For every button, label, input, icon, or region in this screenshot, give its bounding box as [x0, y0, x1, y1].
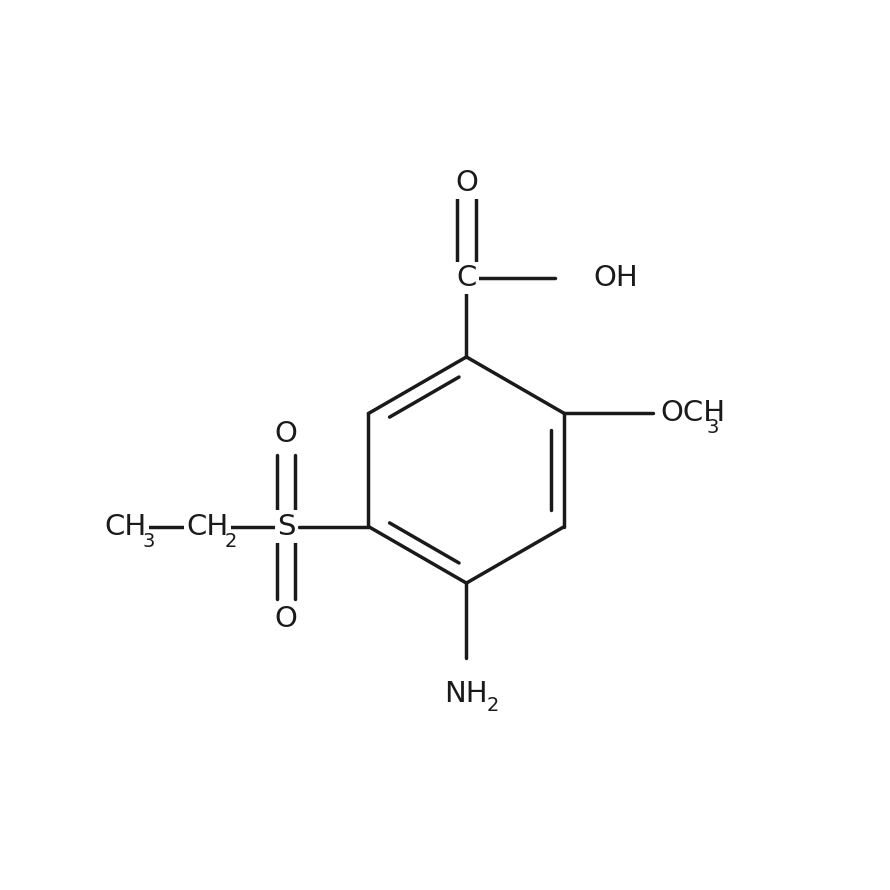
Text: 2: 2 — [224, 532, 237, 551]
Text: CH: CH — [186, 513, 229, 540]
Text: 2: 2 — [487, 696, 499, 716]
Text: O: O — [275, 605, 297, 633]
Text: 3: 3 — [707, 417, 719, 437]
Text: OCH: OCH — [660, 400, 725, 427]
Text: CH: CH — [104, 513, 146, 540]
Text: O: O — [275, 420, 297, 448]
Text: C: C — [457, 264, 476, 292]
Text: 3: 3 — [142, 532, 155, 551]
Text: O: O — [455, 169, 478, 197]
Text: S: S — [277, 513, 295, 540]
Text: OH: OH — [594, 264, 638, 292]
Text: NH: NH — [445, 680, 489, 708]
